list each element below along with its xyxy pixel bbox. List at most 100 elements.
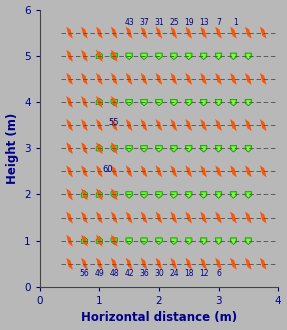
Polygon shape — [230, 119, 237, 131]
Polygon shape — [232, 100, 235, 105]
Polygon shape — [170, 73, 177, 85]
Polygon shape — [230, 99, 237, 106]
Polygon shape — [172, 147, 176, 151]
Polygon shape — [215, 258, 222, 270]
Polygon shape — [230, 73, 237, 85]
Polygon shape — [247, 54, 250, 58]
Polygon shape — [202, 239, 205, 244]
Polygon shape — [245, 146, 252, 152]
Polygon shape — [245, 53, 252, 60]
Polygon shape — [81, 96, 88, 108]
Polygon shape — [96, 27, 103, 39]
Polygon shape — [111, 27, 118, 39]
Polygon shape — [157, 54, 161, 58]
Polygon shape — [141, 192, 147, 198]
Polygon shape — [187, 54, 191, 58]
Polygon shape — [157, 100, 161, 105]
Polygon shape — [111, 165, 118, 177]
Polygon shape — [200, 258, 207, 270]
Polygon shape — [126, 258, 132, 270]
Polygon shape — [200, 27, 207, 39]
Polygon shape — [245, 165, 252, 177]
Polygon shape — [126, 53, 132, 60]
Polygon shape — [245, 258, 252, 270]
Polygon shape — [200, 146, 207, 152]
Polygon shape — [127, 100, 131, 105]
Polygon shape — [156, 258, 162, 270]
Polygon shape — [66, 27, 73, 39]
Polygon shape — [170, 146, 177, 152]
Polygon shape — [157, 239, 161, 244]
Polygon shape — [66, 165, 73, 177]
Polygon shape — [215, 119, 222, 131]
Polygon shape — [245, 99, 252, 106]
Polygon shape — [232, 147, 235, 151]
Polygon shape — [83, 238, 86, 242]
Polygon shape — [156, 119, 162, 131]
Polygon shape — [185, 165, 192, 177]
Polygon shape — [96, 142, 103, 154]
Polygon shape — [230, 258, 237, 270]
Polygon shape — [81, 165, 88, 177]
Polygon shape — [230, 146, 237, 152]
Polygon shape — [96, 188, 103, 200]
Polygon shape — [81, 212, 88, 223]
Polygon shape — [260, 212, 267, 223]
Polygon shape — [111, 53, 118, 60]
Polygon shape — [113, 193, 116, 197]
Polygon shape — [96, 98, 103, 105]
Polygon shape — [141, 258, 147, 270]
Text: 7: 7 — [216, 18, 221, 27]
Polygon shape — [113, 239, 116, 244]
Polygon shape — [170, 165, 177, 177]
Polygon shape — [200, 192, 207, 198]
Polygon shape — [230, 192, 237, 198]
Polygon shape — [126, 146, 132, 152]
Polygon shape — [170, 53, 177, 60]
Polygon shape — [96, 237, 103, 244]
Polygon shape — [247, 100, 250, 105]
Polygon shape — [260, 165, 267, 177]
Polygon shape — [185, 119, 192, 131]
Polygon shape — [217, 147, 220, 151]
Polygon shape — [96, 96, 103, 108]
Polygon shape — [81, 235, 88, 247]
Text: 48: 48 — [109, 269, 119, 278]
Polygon shape — [185, 53, 192, 60]
Polygon shape — [142, 54, 146, 58]
Polygon shape — [156, 238, 162, 245]
Text: 25: 25 — [169, 18, 179, 27]
Polygon shape — [113, 147, 116, 151]
Polygon shape — [126, 99, 132, 106]
Polygon shape — [156, 99, 162, 106]
Polygon shape — [202, 100, 205, 105]
Polygon shape — [66, 73, 73, 85]
Polygon shape — [185, 192, 192, 198]
Polygon shape — [187, 193, 191, 197]
Polygon shape — [111, 99, 118, 106]
Polygon shape — [96, 119, 103, 131]
Polygon shape — [217, 239, 220, 244]
Polygon shape — [96, 144, 103, 151]
Text: 13: 13 — [199, 18, 208, 27]
Polygon shape — [230, 53, 237, 60]
Polygon shape — [81, 27, 88, 39]
Polygon shape — [230, 212, 237, 223]
Polygon shape — [66, 212, 73, 223]
Polygon shape — [156, 212, 162, 223]
Polygon shape — [232, 239, 235, 244]
Polygon shape — [96, 235, 103, 247]
Polygon shape — [113, 100, 116, 105]
Polygon shape — [96, 165, 103, 177]
Text: 19: 19 — [184, 18, 193, 27]
Polygon shape — [170, 238, 177, 245]
Polygon shape — [185, 212, 192, 223]
Polygon shape — [127, 147, 131, 151]
Polygon shape — [172, 54, 176, 58]
Polygon shape — [111, 142, 118, 154]
Polygon shape — [127, 239, 131, 244]
Polygon shape — [111, 212, 118, 223]
Polygon shape — [111, 258, 118, 270]
Polygon shape — [81, 119, 88, 131]
Polygon shape — [127, 193, 131, 197]
